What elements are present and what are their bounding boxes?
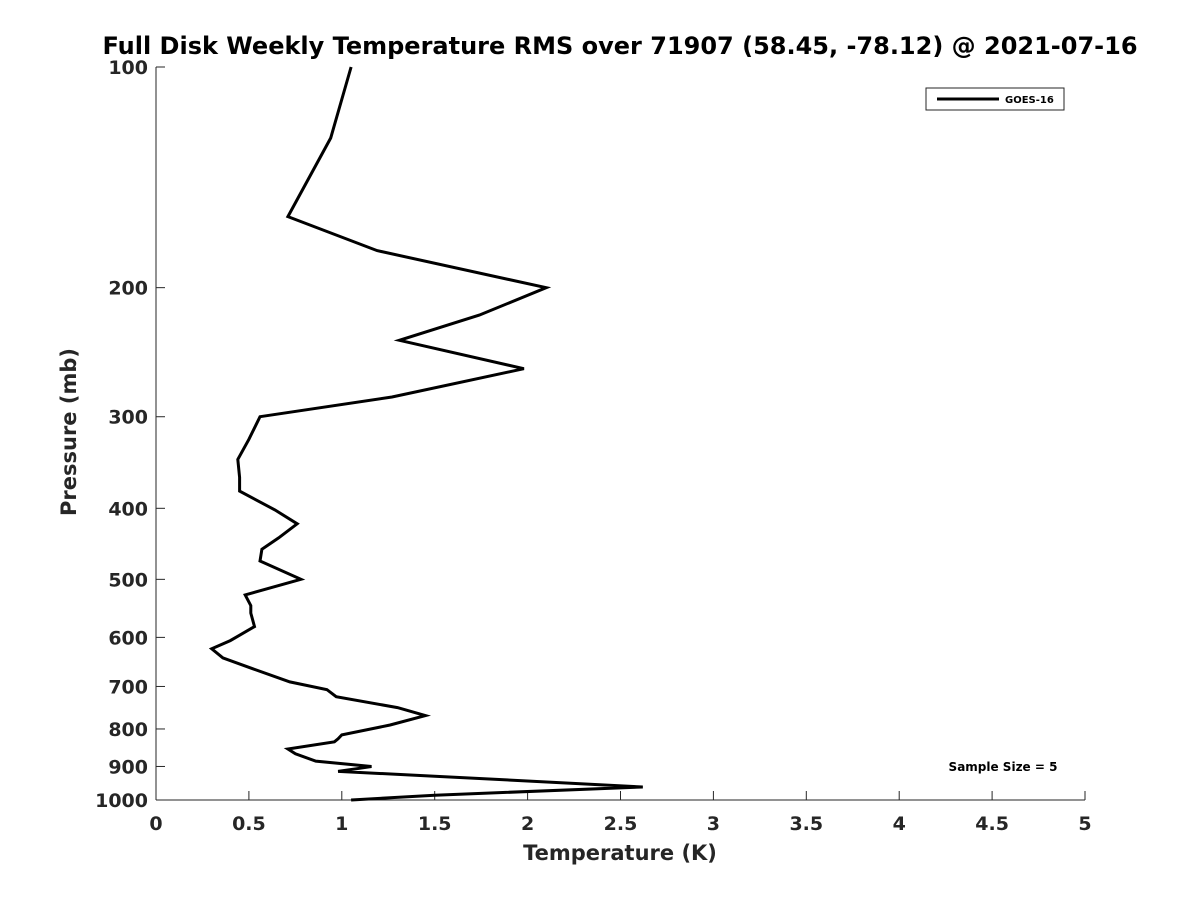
x-tick-label: 4 (893, 813, 906, 835)
legend: GOES-16 (925, 87, 1065, 111)
series-line (208, 66, 643, 802)
x-tick-label: 0 (149, 813, 162, 835)
x-tick-label: 2 (521, 813, 534, 835)
x-axis-label: Temperature (K) (523, 841, 717, 865)
y-tick-label: 1000 (95, 790, 148, 812)
y-tick-label: 800 (108, 719, 148, 741)
y-tick-label: 200 (108, 278, 148, 300)
series-lines (208, 66, 643, 802)
axes (155, 67, 1085, 801)
x-tick-label: 1 (335, 813, 348, 835)
legend-entry-label: GOES-16 (1005, 95, 1054, 106)
x-tick-label: 1.5 (418, 813, 452, 835)
y-tick-label: 500 (108, 569, 148, 591)
y-ticks: 100 200 300 400 500 600 700 800 900 1000 (95, 57, 165, 812)
y-tick-label: 100 (108, 57, 148, 79)
x-tick-label: 2.5 (604, 813, 638, 835)
x-tick-label: 3.5 (789, 813, 823, 835)
y-tick-label: 600 (108, 627, 148, 649)
chart-title: Full Disk Weekly Temperature RMS over 71… (102, 32, 1137, 60)
x-tick-label: 5 (1078, 813, 1091, 835)
x-ticks: 0 0.5 1 1.5 2 2.5 3 3.5 4 4.5 5 (149, 791, 1092, 835)
x-tick-label: 0.5 (232, 813, 266, 835)
y-tick-label: 300 (108, 407, 148, 429)
y-tick-label: 900 (108, 756, 148, 778)
y-tick-label: 400 (108, 498, 148, 520)
x-tick-label: 4.5 (975, 813, 1009, 835)
x-tick-label: 3 (707, 813, 720, 835)
y-tick-label: 700 (108, 676, 148, 698)
sample-size-annotation: Sample Size = 5 (949, 760, 1058, 774)
y-axis-label: Pressure (mb) (57, 348, 81, 516)
